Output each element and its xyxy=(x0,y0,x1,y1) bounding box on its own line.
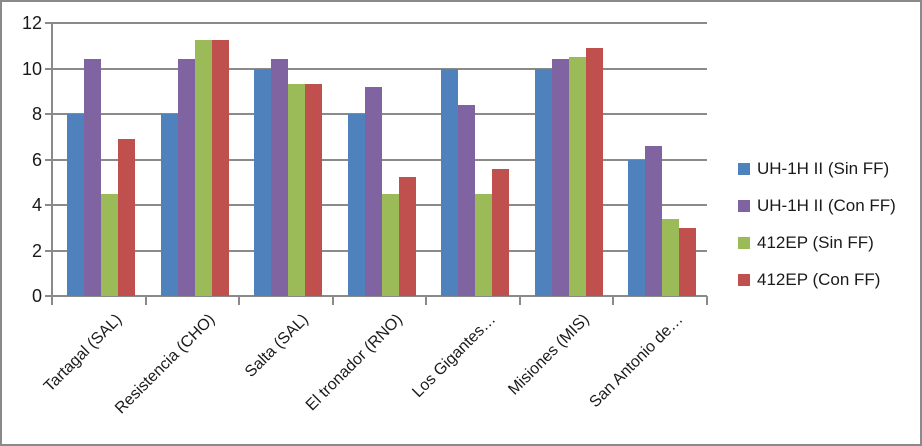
bar-s3-c3 xyxy=(398,176,416,296)
bar-s3-c1 xyxy=(211,40,229,296)
bar-s3-c2 xyxy=(305,84,323,296)
legend-item-3: 412EP (Con FF) xyxy=(738,261,896,298)
bar-s0-c6 xyxy=(628,159,646,296)
gridline-12 xyxy=(52,22,707,24)
bar-s1-c2 xyxy=(271,59,289,296)
bar-s0-c3 xyxy=(347,114,365,296)
bar-s0-c1 xyxy=(160,114,178,296)
legend-item-1: UH-1H II (Con FF) xyxy=(738,187,896,224)
bar-s2-c0 xyxy=(101,193,118,296)
y-tick-0 xyxy=(45,295,52,297)
legend-label: UH-1H II (Con FF) xyxy=(757,195,896,215)
y-axis-label-6: 6 xyxy=(31,149,42,170)
bar-s1-c3 xyxy=(364,86,382,296)
y-axis-label-2: 2 xyxy=(31,240,42,261)
x-tick-4 xyxy=(425,296,428,305)
bar-s0-c2 xyxy=(254,68,272,296)
y-tick-2 xyxy=(45,249,52,252)
bar-s1-c6 xyxy=(645,145,663,296)
x-axis-line xyxy=(45,295,707,297)
legend-item-0: UH-1H II (Sin FF) xyxy=(738,150,896,187)
x-axis-label-6: San Antonio de… xyxy=(586,311,687,412)
legend-label: 412EP (Sin FF) xyxy=(757,232,874,252)
bar-s3-c0 xyxy=(118,139,135,296)
x-tick-3 xyxy=(331,296,334,305)
bar-s3-c5 xyxy=(585,48,603,296)
x-axis-label-0: Tartagal (SAL) xyxy=(40,311,125,396)
x-axis-label-1: Resistencia (CHO) xyxy=(112,311,219,418)
bar-s2-c1 xyxy=(194,40,212,296)
x-axis-label-4: Los Gigantes… xyxy=(409,311,500,402)
y-axis-label-0: 0 xyxy=(31,286,42,306)
bar-s3-c4 xyxy=(492,168,510,296)
legend-swatch-icon xyxy=(738,273,750,286)
y-tick-10 xyxy=(45,67,52,70)
legend-item-2: 412EP (Sin FF) xyxy=(738,224,896,261)
bar-s1-c1 xyxy=(177,59,195,296)
y-tick-12 xyxy=(45,22,52,24)
legend: UH-1H II (Sin FF) UH-1H II (Con FF) 412EP … xyxy=(738,150,896,298)
legend-swatch-icon xyxy=(738,236,750,249)
bar-s2-c5 xyxy=(568,57,586,296)
bar-s0-c5 xyxy=(534,68,552,296)
y-axis-label-4: 4 xyxy=(31,195,42,215)
x-axis-label-3: El tronador (RNO) xyxy=(302,311,406,415)
bar-s1-c5 xyxy=(551,59,569,296)
bar-s1-c4 xyxy=(458,104,476,296)
x-tick-1 xyxy=(144,296,147,305)
bar-s3-c6 xyxy=(679,227,697,296)
y-tick-4 xyxy=(45,204,52,206)
x-tick-2 xyxy=(238,296,241,305)
bar-s2-c6 xyxy=(662,218,680,296)
x-tick-0 xyxy=(51,296,53,305)
legend-label: UH-1H II (Sin FF) xyxy=(757,158,890,178)
bar-s2-c2 xyxy=(288,84,306,296)
y-axis-label-10: 10 xyxy=(21,58,42,79)
x-axis-label-2: Salta (SAL) xyxy=(242,311,312,381)
y-axis-label-12: 12 xyxy=(21,13,42,33)
legend-label: 412EP (Con FF) xyxy=(757,269,881,289)
legend-swatch-icon xyxy=(738,199,750,212)
y-tick-6 xyxy=(45,158,52,161)
y-axis-label-8: 8 xyxy=(31,104,42,124)
gridline-10 xyxy=(52,67,707,70)
bar-s0-c4 xyxy=(441,68,459,296)
x-tick-7 xyxy=(706,296,708,305)
bar-s1-c0 xyxy=(84,59,101,296)
y-tick-8 xyxy=(45,113,52,115)
bar-s0-c0 xyxy=(67,114,84,296)
legend-swatch-icon xyxy=(738,162,750,175)
bar-s2-c4 xyxy=(475,193,493,296)
x-axis-label-5: Misiones (MIS) xyxy=(505,311,593,399)
x-tick-5 xyxy=(518,296,521,305)
bar-s2-c3 xyxy=(381,193,399,296)
x-tick-6 xyxy=(612,296,615,305)
